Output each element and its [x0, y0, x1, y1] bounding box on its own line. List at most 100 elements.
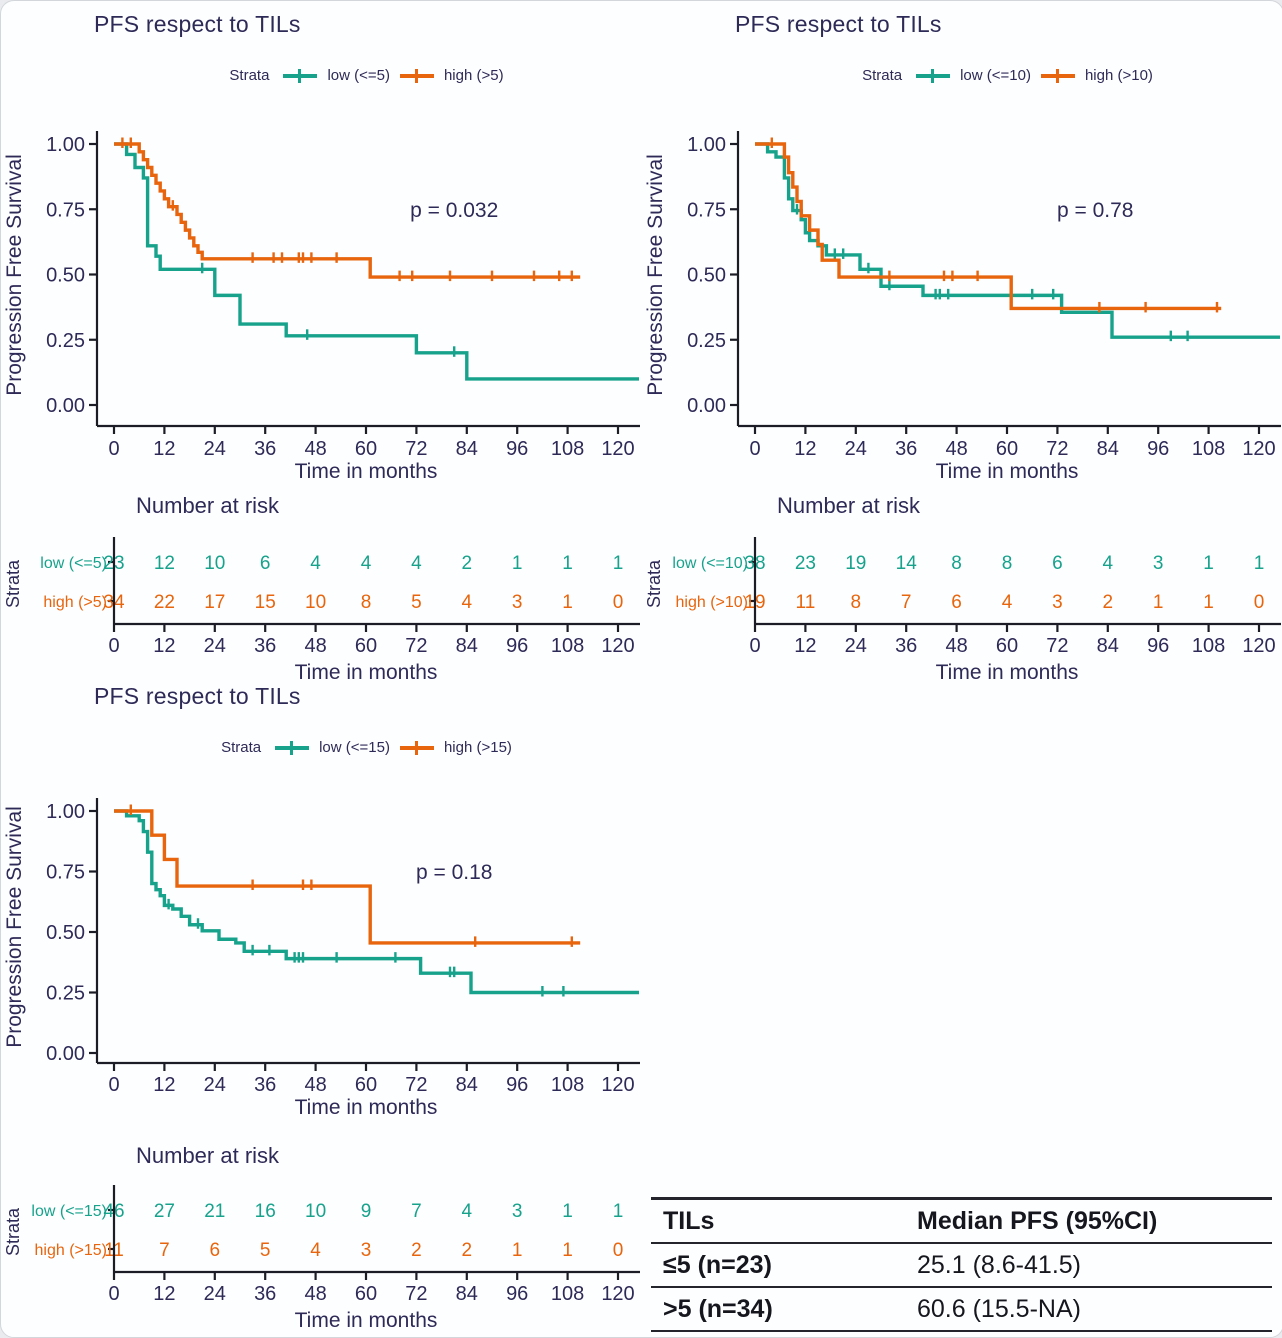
- svg-text:8: 8: [361, 592, 372, 613]
- svg-text:10: 10: [204, 553, 225, 574]
- svg-text:3: 3: [361, 1240, 372, 1261]
- svg-text:7: 7: [411, 1201, 422, 1222]
- legend-label-low: low (<=15): [319, 739, 390, 756]
- legend-swatch-high-icon: [1040, 68, 1075, 83]
- svg-text:48: 48: [304, 1074, 326, 1096]
- svg-text:0: 0: [749, 438, 760, 460]
- median-pfs-table: TILs Median PFS (95%CI) ≤5 (n=23) 25.1 (…: [651, 1197, 1272, 1332]
- svg-text:2: 2: [462, 1240, 473, 1261]
- svg-text:low (<=10): low (<=10): [672, 555, 748, 572]
- svg-text:0: 0: [108, 438, 119, 460]
- svg-text:low (<=5): low (<=5): [40, 555, 107, 572]
- svg-text:10: 10: [305, 1201, 326, 1222]
- svg-text:24: 24: [204, 438, 226, 460]
- svg-text:0.25: 0.25: [687, 330, 726, 352]
- svg-text:1: 1: [512, 553, 523, 574]
- svg-text:7: 7: [159, 1240, 170, 1261]
- cell-tils-low: ≤5 (n=23): [663, 1250, 772, 1279]
- cell-tils-high: >5 (n=34): [663, 1294, 773, 1323]
- svg-text:0.50: 0.50: [46, 922, 85, 944]
- svg-text:high (>10): high (>10): [676, 594, 749, 611]
- risk-table-title: Number at risk: [136, 493, 280, 518]
- svg-text:24: 24: [845, 635, 867, 657]
- svg-text:3: 3: [512, 1201, 523, 1222]
- legend-swatch-low-icon: [916, 68, 951, 83]
- svg-text:1: 1: [562, 592, 573, 613]
- svg-text:7: 7: [901, 592, 912, 613]
- cell-median-low: 25.1 (8.6-41.5): [917, 1250, 1081, 1279]
- svg-text:1: 1: [613, 1201, 624, 1222]
- svg-text:9: 9: [361, 1201, 372, 1222]
- svg-text:60: 60: [996, 438, 1018, 460]
- svg-text:36: 36: [254, 438, 276, 460]
- svg-text:low (<=15): low (<=15): [31, 1203, 107, 1220]
- svg-text:96: 96: [1147, 635, 1169, 657]
- legend-label-high: high (>5): [443, 67, 504, 84]
- svg-text:19: 19: [845, 553, 866, 574]
- svg-text:0: 0: [108, 1074, 119, 1096]
- svg-text:Time in months: Time in months: [295, 460, 438, 481]
- risk-table-title: Number at risk: [136, 1143, 280, 1168]
- plot-title: PFS respect to TILs: [94, 11, 301, 37]
- legend-label-high: high (>15): [443, 739, 512, 756]
- svg-text:0: 0: [108, 1283, 119, 1305]
- svg-text:1: 1: [562, 1240, 573, 1261]
- svg-text:4: 4: [1002, 592, 1013, 613]
- svg-text:12: 12: [153, 438, 175, 460]
- svg-text:120: 120: [601, 635, 634, 657]
- svg-text:22: 22: [154, 592, 175, 613]
- svg-text:108: 108: [551, 635, 584, 657]
- legend-title: Strata: [862, 67, 903, 84]
- legend-swatch-high-icon: [399, 68, 434, 83]
- svg-text:1: 1: [1203, 592, 1214, 613]
- plot-title: PFS respect to TILs: [94, 683, 301, 709]
- svg-text:108: 108: [1192, 635, 1225, 657]
- km-plot-svg: Progression Free Survival 1.00 0.75 0.50 0.2…: [3, 131, 640, 481]
- svg-text:120: 120: [1242, 635, 1275, 657]
- svg-text:60: 60: [355, 1074, 377, 1096]
- table-row: ≤5 (n=23) 25.1 (8.6-41.5): [651, 1243, 1272, 1287]
- svg-text:Strata: Strata: [3, 559, 23, 608]
- svg-text:4: 4: [310, 1240, 321, 1261]
- table-row: >5 (n=34) 60.6 (15.5-NA): [651, 1287, 1272, 1331]
- svg-text:11: 11: [796, 592, 816, 613]
- svg-text:120: 120: [601, 438, 634, 460]
- svg-text:10: 10: [305, 592, 326, 613]
- svg-text:Strata: Strata: [3, 1207, 23, 1256]
- svg-text:12: 12: [794, 635, 816, 657]
- svg-text:0.00: 0.00: [46, 395, 85, 417]
- svg-text:48: 48: [304, 1283, 326, 1305]
- svg-text:120: 120: [1242, 438, 1275, 460]
- svg-text:0.25: 0.25: [46, 983, 85, 1005]
- svg-text:Progression Free Survival: Progression Free Survival: [3, 806, 26, 1048]
- svg-text:4: 4: [462, 1201, 473, 1222]
- svg-text:0: 0: [749, 635, 760, 657]
- svg-text:Time in months: Time in months: [295, 1309, 438, 1332]
- svg-text:108: 108: [551, 1283, 584, 1305]
- svg-text:5: 5: [411, 592, 422, 613]
- svg-text:12: 12: [153, 1283, 175, 1305]
- svg-text:4: 4: [462, 592, 473, 613]
- svg-text:48: 48: [945, 438, 967, 460]
- svg-text:24: 24: [204, 1074, 226, 1096]
- svg-text:60: 60: [996, 635, 1018, 657]
- svg-text:23: 23: [795, 553, 816, 574]
- legend: Strata low (<=10) high (>10): [642, 67, 1282, 84]
- svg-text:60: 60: [355, 635, 377, 657]
- svg-text:12: 12: [154, 553, 175, 574]
- svg-text:12: 12: [153, 635, 175, 657]
- svg-text:14: 14: [896, 553, 918, 574]
- svg-text:1: 1: [613, 553, 624, 574]
- svg-text:8: 8: [851, 592, 862, 613]
- svg-text:120: 120: [601, 1283, 634, 1305]
- svg-text:84: 84: [1097, 635, 1119, 657]
- legend-swatch-low-icon: [283, 68, 318, 83]
- risk-table-title: Number at risk: [777, 493, 921, 518]
- cell-median-high: 60.6 (15.5-NA): [917, 1294, 1081, 1323]
- km-panel-tils15: PFS respect to TILs Strata low (<=15) hi…: [1, 673, 642, 1337]
- svg-text:48: 48: [945, 635, 967, 657]
- km-panel-tils10: PFS respect to TILs Strata low (<=10) hi…: [642, 1, 1282, 685]
- svg-text:48: 48: [304, 635, 326, 657]
